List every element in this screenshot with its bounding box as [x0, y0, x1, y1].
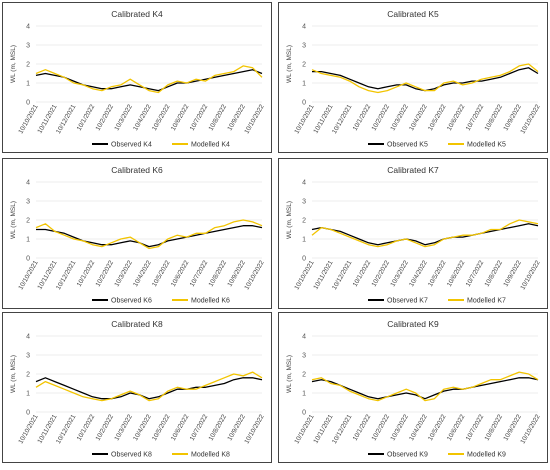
y-tick-label: 1: [302, 81, 306, 88]
panel-border: [278, 312, 548, 463]
data-line: [311, 377, 539, 400]
legend-label: Observed K4: [111, 142, 152, 149]
y-tick-label: 3: [26, 353, 30, 360]
legend-label: Observed K6: [111, 298, 152, 305]
data-line: [36, 225, 263, 248]
legend-label: Modelled K9: [467, 452, 506, 459]
panel-border: [2, 2, 272, 153]
legend-label: Modelled K6: [191, 298, 230, 305]
y-axis-label: WL (m, MSL): [10, 355, 17, 393]
legend-label: Observed K7: [387, 298, 428, 305]
y-axis-label: WL (m, MSL): [10, 201, 17, 239]
panel-border: [278, 2, 548, 153]
y-tick-label: 1: [302, 237, 306, 244]
legend-label: Observed K5: [387, 142, 428, 149]
y-tick-label: 1: [302, 391, 306, 398]
chart-title: Calibrated K5: [387, 9, 439, 19]
y-tick-label: 4: [302, 334, 306, 341]
data-line: [311, 63, 539, 94]
y-tick-label: 3: [302, 199, 306, 206]
panel-border: [2, 312, 272, 463]
y-tick-label: 4: [26, 334, 30, 341]
y-axis-label: WL (m, MSL): [10, 45, 17, 83]
y-tick-label: 3: [302, 43, 306, 50]
y-tick-label: 4: [26, 24, 30, 31]
y-axis-label: WL (m, MSL): [286, 355, 293, 393]
y-tick-label: 0: [26, 100, 30, 107]
legend-label: Modelled K5: [467, 142, 506, 149]
legend-label: Modelled K8: [191, 452, 230, 459]
legend-label: Modelled K7: [467, 298, 506, 305]
chart-title: Calibrated K4: [111, 9, 163, 19]
data-line: [311, 371, 539, 402]
y-tick-label: 4: [26, 180, 30, 187]
y-tick-label: 2: [26, 372, 30, 379]
y-tick-label: 1: [26, 81, 30, 88]
legend-label: Modelled K4: [191, 142, 230, 149]
y-tick-label: 3: [26, 43, 30, 50]
chart-title: Calibrated K9: [387, 319, 439, 329]
data-line: [35, 65, 263, 94]
y-tick-label: 4: [302, 180, 306, 187]
data-line: [35, 69, 263, 92]
legend-label: Observed K8: [111, 452, 152, 459]
y-tick-label: 2: [302, 218, 306, 225]
panel-border: [2, 158, 272, 309]
data-line: [35, 219, 263, 250]
y-tick-label: 1: [26, 237, 30, 244]
y-tick-label: 0: [26, 256, 30, 263]
y-tick-label: 3: [26, 199, 30, 206]
y-axis-label: WL (m, MSL): [286, 45, 293, 83]
y-tick-label: 4: [302, 24, 306, 31]
panel-border: [278, 158, 548, 309]
data-line: [35, 377, 263, 400]
y-tick-label: 2: [26, 62, 30, 69]
y-tick-label: 2: [302, 62, 306, 69]
data-line: [35, 371, 263, 402]
y-tick-label: 2: [26, 218, 30, 225]
legend-label: Observed K9: [387, 452, 428, 459]
y-tick-label: 0: [26, 410, 30, 417]
y-tick-label: 2: [302, 372, 306, 379]
y-tick-label: 1: [26, 391, 30, 398]
chart-title: Calibrated K6: [111, 165, 163, 175]
chart-title: Calibrated K8: [111, 319, 163, 329]
y-tick-label: 3: [302, 353, 306, 360]
data-line: [311, 219, 539, 248]
y-tick-label: 0: [302, 256, 306, 263]
y-axis-label: WL (m, MSL): [286, 201, 293, 239]
y-tick-label: 0: [302, 410, 306, 417]
y-tick-label: 0: [302, 100, 306, 107]
chart-title: Calibrated K7: [387, 165, 439, 175]
